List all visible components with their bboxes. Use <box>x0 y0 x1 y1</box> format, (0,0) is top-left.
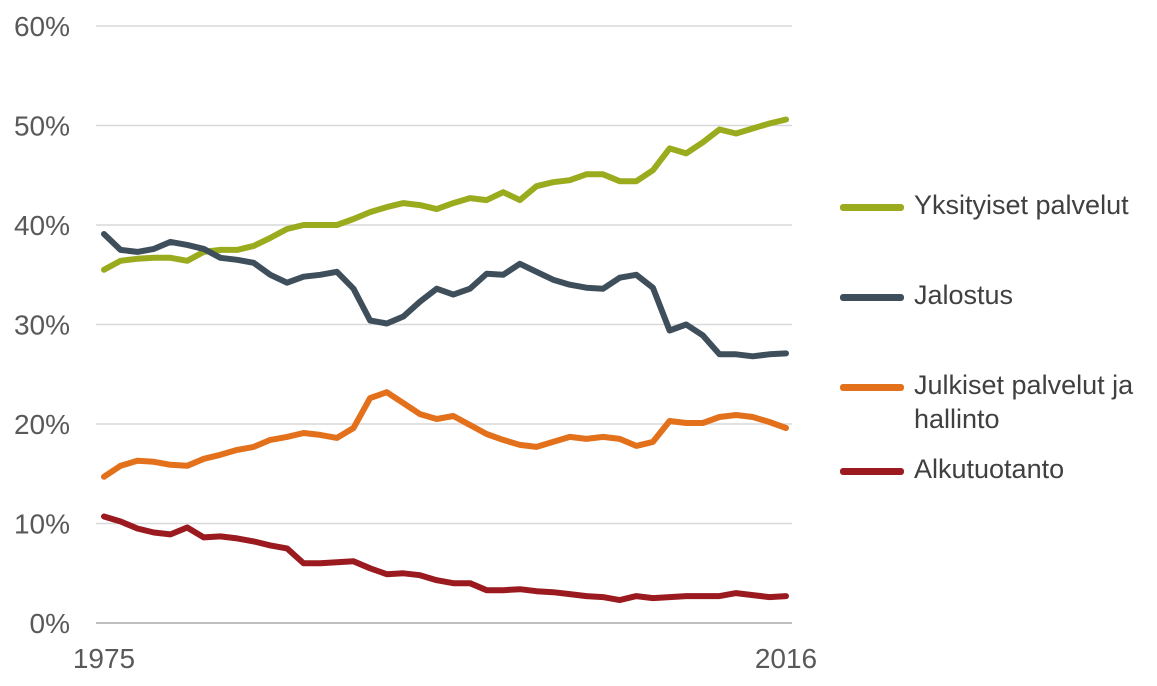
series-line-2 <box>101 389 789 480</box>
legend-swatch <box>840 294 904 301</box>
legend-label: Jalostus <box>914 280 1014 310</box>
legend-item: Alkutuotanto <box>840 444 1157 486</box>
legend-item: Julkiset palvelut ja hallinto <box>840 360 1157 436</box>
series-line-0 <box>101 116 789 273</box>
legend-swatch <box>840 204 904 211</box>
y-tick-label: 0% <box>30 608 70 639</box>
series-line-1 <box>101 231 789 360</box>
legend: Yksityiset palvelut Jalostus Julkiset palv… <box>840 180 1157 486</box>
legend-label: Alkutuotanto <box>914 454 1065 484</box>
legend-item: Jalostus <box>840 270 1157 312</box>
legend-swatch <box>840 384 904 391</box>
series-line-3 <box>101 513 789 604</box>
x-tick-label: 1975 <box>73 643 135 674</box>
line-chart: 0% 10% 20% 30% 40% 50% 60% 1975 2016 <box>14 11 817 674</box>
legend-swatch <box>840 468 904 475</box>
legend-label: Julkiset palvelut ja hallinto <box>914 370 1134 434</box>
y-tick-label: 10% <box>14 509 70 540</box>
y-tick-label: 40% <box>14 210 70 241</box>
legend-item: Yksityiset palvelut <box>840 180 1157 222</box>
x-tick-label: 2016 <box>755 643 817 674</box>
y-tick-label: 50% <box>14 111 70 142</box>
y-tick-label: 20% <box>14 409 70 440</box>
y-tick-label: 60% <box>14 11 70 42</box>
y-tick-label: 30% <box>14 310 70 341</box>
legend-label: Yksityiset palvelut <box>914 190 1129 220</box>
